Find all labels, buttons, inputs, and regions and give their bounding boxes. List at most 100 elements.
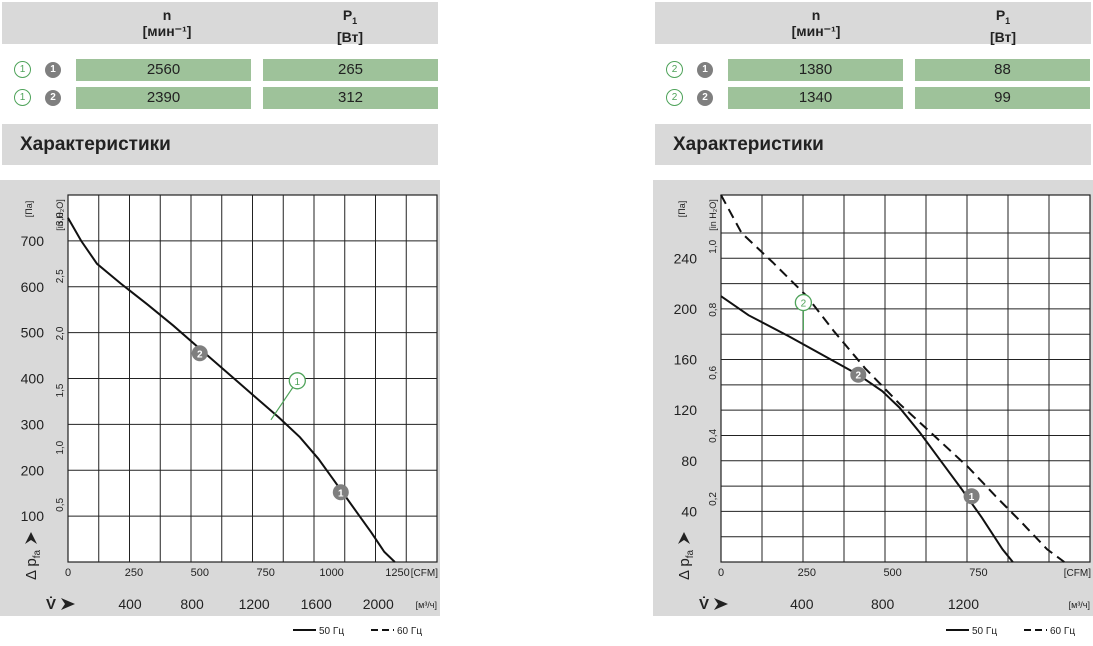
dot-marker: 2 [45,90,61,106]
power-unit: [Вт] [989,28,1017,45]
y-axis-arrow [678,532,690,544]
speed-unit: [мин⁻¹] [142,23,192,39]
y-axis-subscript: fa [685,550,696,559]
x-tick-label-m3h: 1600 [301,596,332,612]
y-tick-label-pa: 400 [21,371,45,387]
power-sub: 1 [352,15,358,26]
x-tick-label-m3h: 1200 [239,596,270,612]
x-tick-label-m3h: 1200 [948,596,979,612]
power-unit: [Вт] [336,28,364,45]
ring-marker: 2 [666,89,683,106]
left-row-2: 1 2 2390 312 [12,87,438,109]
y-tick-label-pa: 600 [21,279,45,295]
x-unit-m3h: [м³/ч] [1069,600,1090,610]
ring-marker-label: 2 [801,299,807,310]
legend-solid-label: 50 Гц [319,626,344,637]
plot-border [720,194,1091,563]
ring-marker-label: 1 [295,377,301,388]
y-tick-label-inh2o: 1,0 [708,239,719,253]
dot-marker: 1 [697,62,713,78]
left-characteristic-chart: 1002003004005006007000,51,01,52,02,53,0[… [0,180,440,637]
y-tick-label-pa: 40 [681,503,697,519]
dot-marker: 2 [697,90,713,106]
y-tick-label-pa: 700 [21,233,45,249]
legend-dashed-label: 60 Гц [1050,626,1075,637]
speed-value: 2560 [76,59,251,81]
y-tick-label-pa: 100 [21,508,45,524]
x-tick-label-m3h: 800 [180,596,204,612]
operating-point-label: 2 [856,371,862,382]
speed-column-header: n [мин⁻¹] [98,2,236,44]
speed-value: 1340 [728,87,903,109]
y-tick-label-inh2o: 2,0 [55,326,66,340]
y-unit-pa: [Па] [24,201,34,217]
x-axis-arrow [714,598,728,610]
power-label: P [995,7,1006,23]
operating-point-dot [191,345,208,362]
operating-point-dot [963,488,980,505]
power-column-header: P1 [Вт] [933,2,1073,45]
ring-marker: 2 [666,61,683,78]
y-tick-label-inh2o: 0,5 [55,497,66,511]
x-tick-label-cfm: 1000 [319,567,343,579]
y-unit-inh2o: [in H₂O] [55,199,65,231]
operating-point-label: 2 [197,349,203,360]
curve-50hz [720,295,1014,563]
ring-marker: 1 [14,61,31,78]
y-tick-label-pa: 200 [674,301,698,317]
curve-60hz [720,194,1065,563]
x-axis-symbol: V̇ [699,596,709,613]
x-tick-label-cfm: 500 [191,567,209,579]
left-section-title: Характеристики [2,124,438,165]
y-unit-pa: [Па] [677,201,687,217]
curve-50hz [67,217,396,563]
legend-dashed-label: 60 Гц [397,626,422,637]
y-tick-label-inh2o: 1,0 [55,440,66,454]
x-tick-label-m3h: 400 [118,596,142,612]
y-unit-inh2o: [in H₂O] [708,199,718,231]
x-tick-label-cfm: 0 [65,567,71,579]
y-tick-label-inh2o: 1,5 [55,383,66,397]
ring-marker-circle [794,293,813,312]
y-tick-label-pa: 200 [21,462,45,478]
x-axis-symbol: V̇ [46,596,56,613]
speed-column-header: n [мин⁻¹] [747,2,885,44]
y-tick-label-pa: 500 [21,325,45,341]
operating-point-label: 1 [969,492,975,503]
y-tick-label-inh2o: 0,4 [708,429,719,443]
left-table-header: n [мин⁻¹] P1 [Вт] [2,2,438,45]
y-tick-label-inh2o: 0,6 [708,365,719,379]
x-tick-label-m3h: 400 [790,596,814,612]
x-tick-label-cfm: 500 [883,567,901,579]
x-tick-label-cfm: 750 [256,567,274,579]
ring-marker-circle [288,372,306,390]
y-tick-label-pa: 160 [674,352,698,368]
y-tick-label-pa: 120 [674,402,698,418]
x-unit-m3h: [м³/ч] [416,600,437,610]
y-tick-label-inh2o: 3,0 [55,212,66,226]
power-sub: 1 [1005,15,1011,26]
y-axis-subscript: fa [32,550,43,559]
y-tick-label-pa: 240 [674,250,698,266]
dot-marker: 1 [45,62,61,78]
operating-point-label: 1 [338,488,344,499]
y-tick-label-inh2o: 0,8 [708,302,719,316]
y-tick-label-inh2o: 0,2 [708,492,719,506]
x-tick-label-cfm: 250 [125,567,143,579]
x-tick-label-cfm: 0 [718,567,724,579]
x-tick-label-m3h: 800 [871,596,895,612]
speed-value: 1380 [728,59,903,81]
x-tick-label-m3h: 2000 [363,596,394,612]
y-tick-label-pa: 300 [21,416,45,432]
right-table-header: n [мин⁻¹] P1 [Вт] [655,2,1091,45]
power-column-header: P1 [Вт] [280,2,420,45]
right-row-1: 2 1 1380 88 [664,59,1090,81]
speed-label: n [162,7,172,23]
legend-solid-label: 50 Гц [972,626,997,637]
x-axis-arrow [61,598,75,610]
y-axis-arrow [25,532,37,544]
x-tick-label-cfm: 250 [798,567,816,579]
left-row-1: 1 1 2560 265 [12,59,438,81]
power-value: 265 [263,59,438,81]
